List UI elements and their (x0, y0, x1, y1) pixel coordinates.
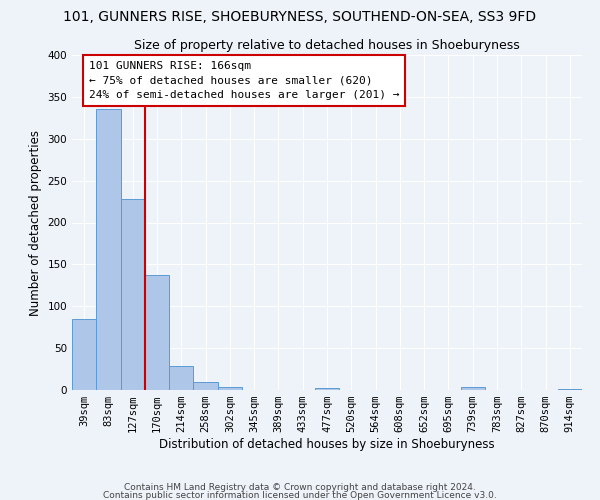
Bar (193, 382, 218, 390)
Title: Size of property relative to detached houses in Shoeburyness: Size of property relative to detached ho… (134, 40, 520, 52)
Bar (145, 276, 169, 390)
Bar (558, 389, 582, 390)
Bar (72, 319, 96, 390)
Bar (218, 386, 242, 390)
Text: 101, GUNNERS RISE, SHOEBURYNESS, SOUTHEND-ON-SEA, SS3 9FD: 101, GUNNERS RISE, SHOEBURYNESS, SOUTHEN… (64, 10, 536, 24)
Bar (169, 366, 193, 390)
X-axis label: Distribution of detached houses by size in Shoeburyness: Distribution of detached houses by size … (159, 438, 495, 451)
Bar (121, 199, 145, 390)
Bar (461, 388, 485, 390)
Bar (96, 110, 121, 390)
Bar (315, 388, 339, 390)
Y-axis label: Number of detached properties: Number of detached properties (29, 130, 42, 316)
Text: Contains HM Land Registry data © Crown copyright and database right 2024.: Contains HM Land Registry data © Crown c… (124, 484, 476, 492)
Text: Contains public sector information licensed under the Open Government Licence v3: Contains public sector information licen… (103, 490, 497, 500)
Text: 101 GUNNERS RISE: 166sqm
← 75% of detached houses are smaller (620)
24% of semi-: 101 GUNNERS RISE: 166sqm ← 75% of detach… (89, 61, 400, 100)
